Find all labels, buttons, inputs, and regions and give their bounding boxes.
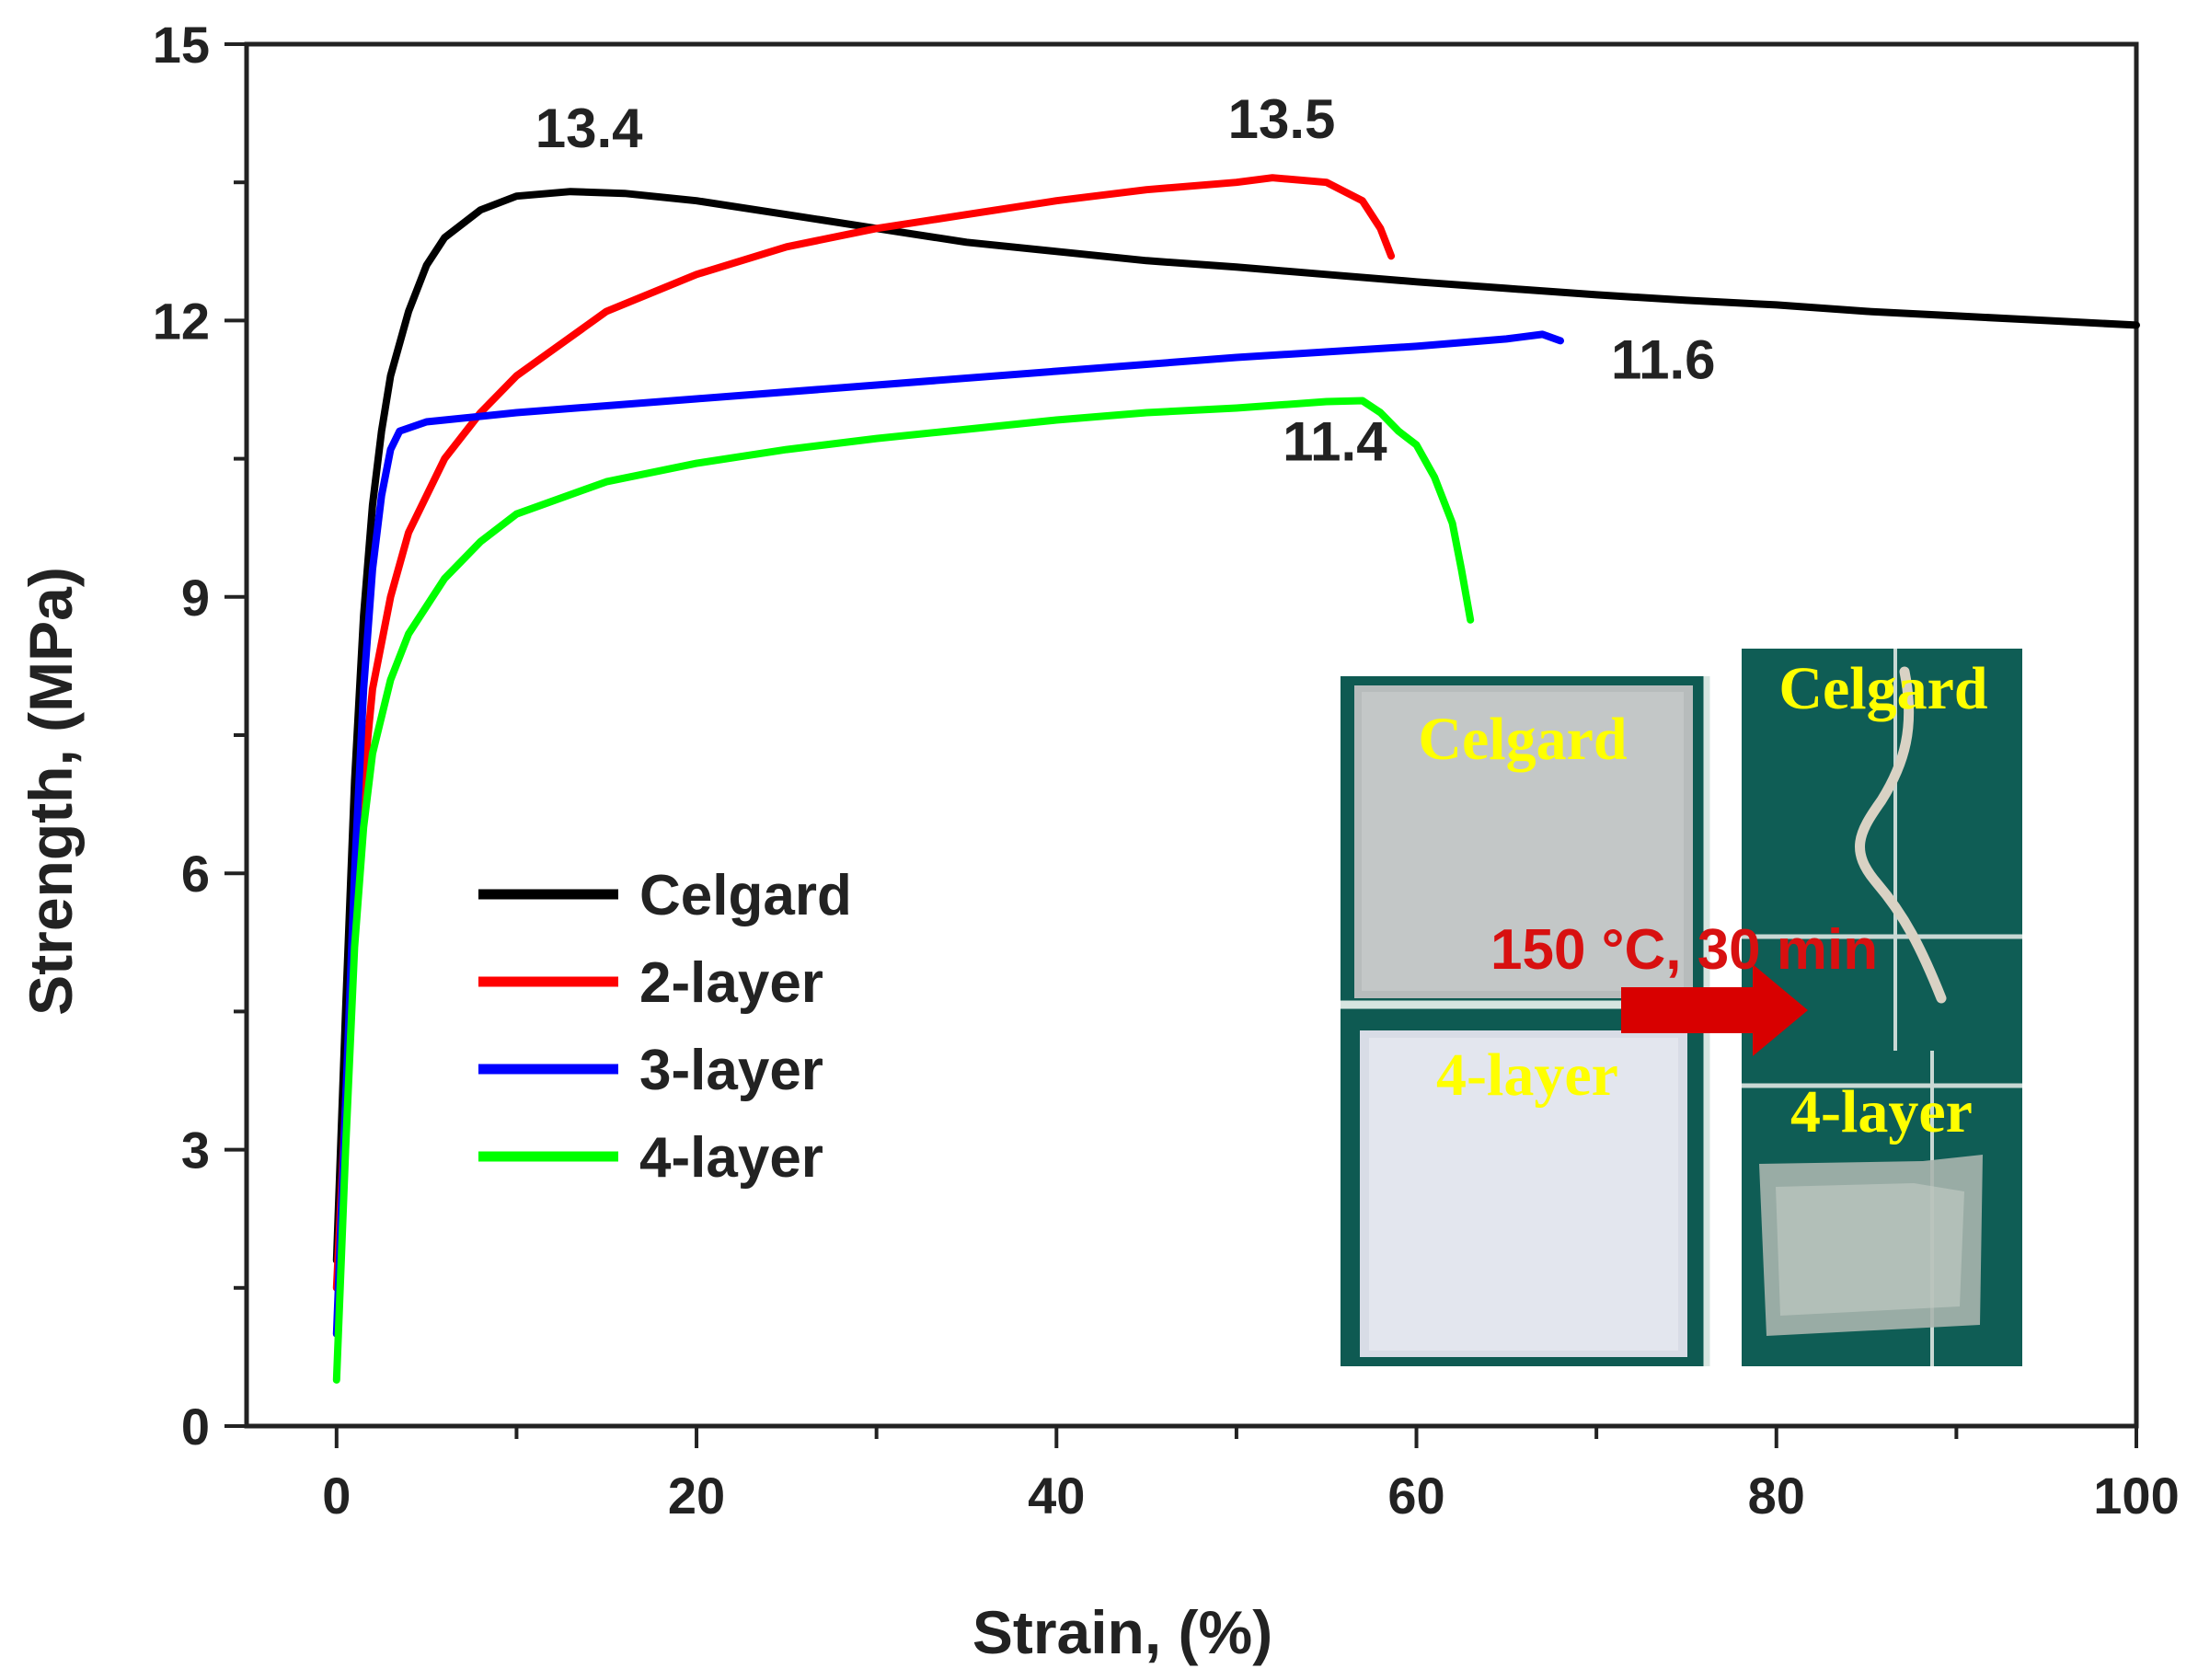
inset-label-celgard-before: Celgard bbox=[1418, 706, 1627, 773]
x-axis-title: Strain, (%) bbox=[972, 1598, 1272, 1666]
peak-label: 11.6 bbox=[1611, 328, 1715, 390]
peak-label: 13.4 bbox=[535, 98, 643, 159]
peak-label: 11.4 bbox=[1283, 411, 1387, 473]
plot-axes: 0 20 40 60 80 100 0 3 6 9 12 15 bbox=[153, 16, 2180, 1525]
y-tick-label: 0 bbox=[181, 1398, 210, 1456]
inset-condition-label: 150 °C, 30 min bbox=[1490, 918, 1878, 982]
inset-photos: Celgard 4-layer Celgard 4-layer 150 °C, … bbox=[1341, 649, 2022, 1366]
x-tick-label: 0 bbox=[322, 1467, 351, 1525]
y-tick-label: 9 bbox=[181, 569, 210, 627]
series-line-3-layer bbox=[332, 330, 1564, 1338]
inset-label-4layer-after: 4-layer bbox=[1790, 1078, 1973, 1145]
x-tick-label: 20 bbox=[668, 1467, 725, 1525]
x-tick-label: 100 bbox=[2093, 1467, 2179, 1525]
inset-arrow bbox=[1621, 964, 1808, 1056]
shrunk-celgard-strip bbox=[1855, 666, 1947, 1004]
legend-label-4layer: 4-layer bbox=[639, 1126, 823, 1190]
legend-label-celgard: Celgard bbox=[639, 864, 852, 927]
x-tick-label: 80 bbox=[1748, 1467, 1805, 1525]
photo-4layer-before bbox=[1360, 1030, 1687, 1357]
x-tick-label: 40 bbox=[1028, 1467, 1085, 1525]
series-line-celgard bbox=[332, 188, 2140, 1264]
x-tick-label: 60 bbox=[1387, 1467, 1444, 1525]
inset-label-4layer-before: 4-layer bbox=[1436, 1041, 1618, 1109]
legend-label-2layer: 2-layer bbox=[639, 951, 823, 1015]
legend-label-3layer: 3-layer bbox=[639, 1039, 823, 1102]
y-tick-label: 15 bbox=[153, 16, 210, 74]
y-tick-label: 3 bbox=[181, 1122, 210, 1179]
series-line-2-layer bbox=[332, 174, 1396, 1292]
photo-celgard-after bbox=[1742, 649, 2022, 1051]
peak-annotations: 13.4 13.5 11.6 11.4 bbox=[535, 88, 1716, 472]
series-line-4-layer bbox=[332, 397, 1475, 1384]
inset-label-celgard-after: Celgard bbox=[1778, 655, 1987, 722]
photo-4layer-after bbox=[1742, 1051, 2022, 1366]
data-series bbox=[332, 174, 2140, 1384]
y-axis-title: Strength, (MPa) bbox=[17, 567, 85, 1016]
y-tick-label: 12 bbox=[153, 292, 210, 350]
legend: Celgard 2-layer 3-layer 4-layer bbox=[478, 864, 852, 1190]
peak-label: 13.5 bbox=[1228, 88, 1336, 150]
y-tick-label: 6 bbox=[181, 845, 210, 903]
